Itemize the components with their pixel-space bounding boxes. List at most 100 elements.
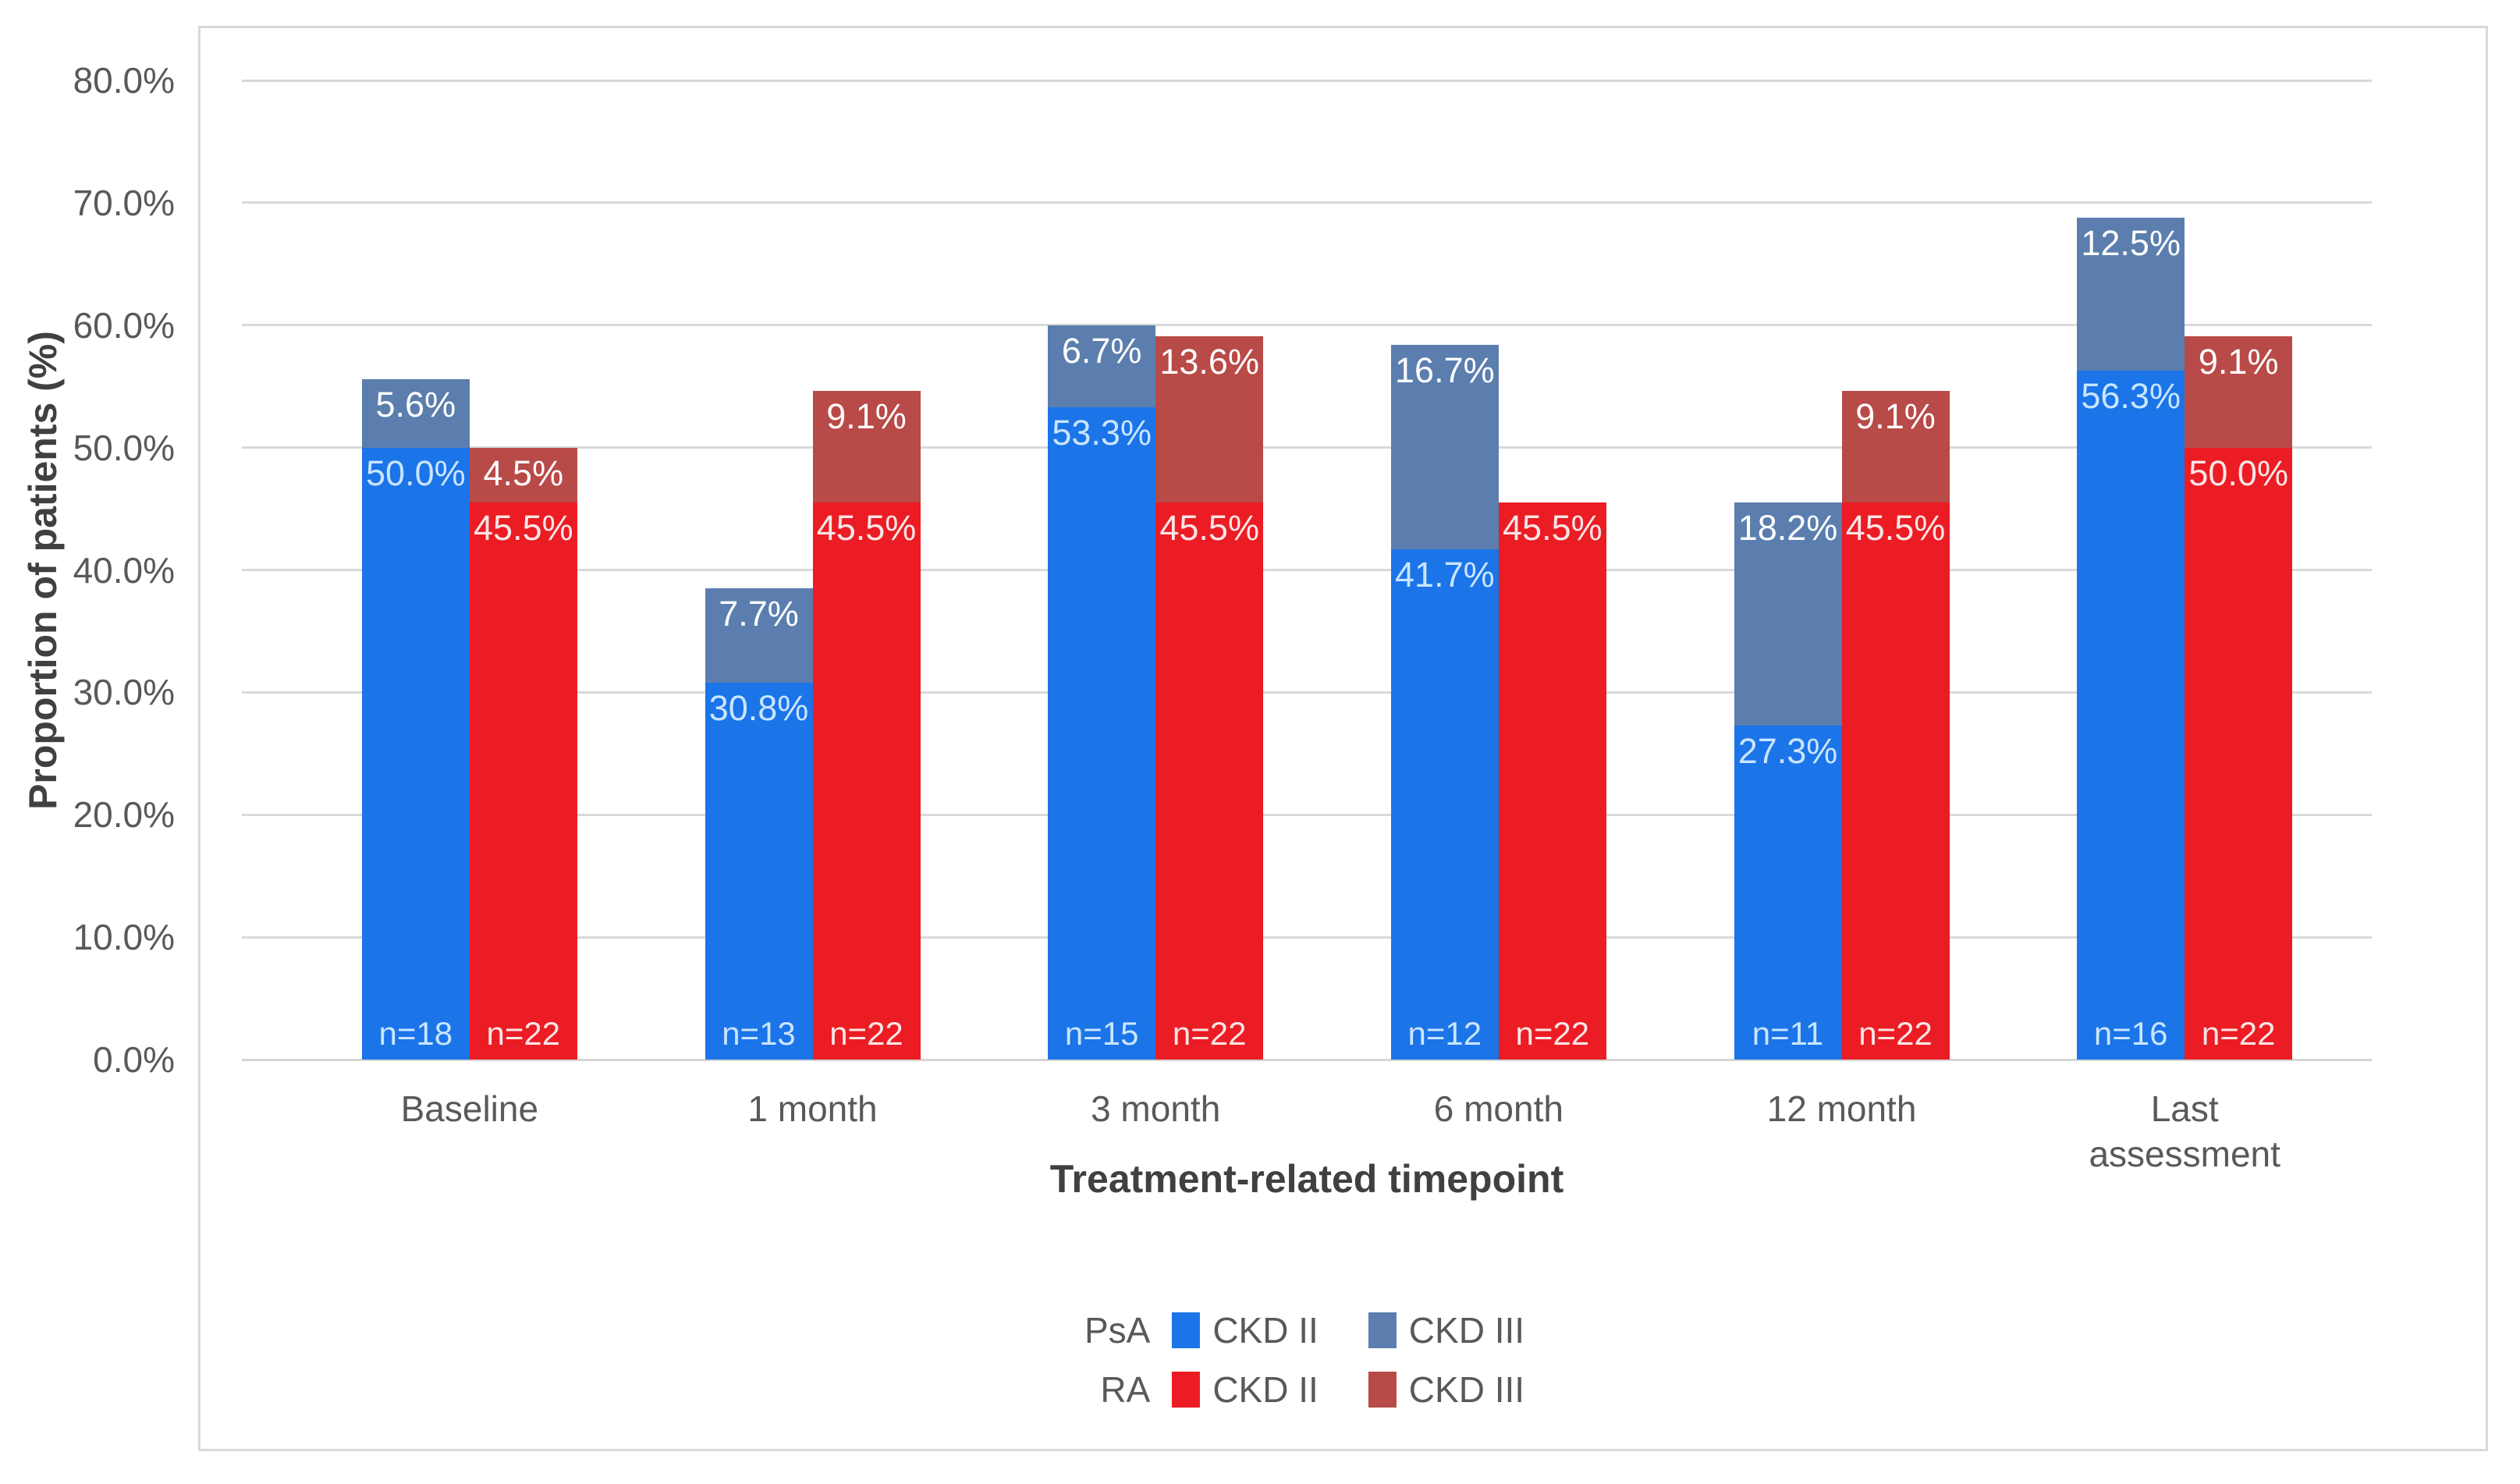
bar-value-label: 9.1% [1855, 396, 1936, 437]
gridline [242, 79, 2372, 82]
n-count-label: n=13 [722, 1015, 796, 1052]
n-count-label: n=22 [486, 1015, 561, 1052]
x-axis-category-labels: Baseline 1 month 3 month 6 month 12 month Las… [298, 1086, 2356, 1177]
bar-value-label: 6.7% [1061, 330, 1142, 371]
n-count-label: n=12 [1407, 1015, 1482, 1052]
gridline [242, 935, 2372, 939]
x-category-label: 3 month [1091, 1088, 1221, 1129]
bar-segment-ra-ckd-ii: 45.5% [1498, 502, 1606, 1060]
y-tick-label: 10.0% [73, 917, 175, 958]
bar-value-label: 45.5% [1845, 508, 1946, 549]
y-tick-label: 70.0% [73, 182, 175, 223]
bar-pair: 30.8% 7.7% n=13 45.5% 9.1% n=22 [705, 391, 921, 1060]
n-count-label: n=11 [1752, 1015, 1824, 1052]
bar-value-label: 16.7% [1395, 350, 1495, 390]
bar-segment-psa-ckd-iii: 6.7% [1048, 325, 1156, 407]
bar-value-label: 12.5% [2081, 222, 2181, 263]
bar-value-label: 30.8% [708, 687, 809, 728]
bar-value-label: 53.3% [1052, 412, 1152, 453]
bar-pair: 53.3% 6.7% n=15 45.5% 13.6% n=22 [1048, 325, 1264, 1060]
n-count-label: n=22 [2201, 1015, 2276, 1052]
n-count-label: n=22 [1858, 1015, 1933, 1052]
n-count-label: n=22 [829, 1015, 903, 1052]
bar-psa: 41.7% 16.7% n=12 [1390, 344, 1499, 1060]
bar-segment-psa-ckd-ii: 50.0% [361, 447, 470, 1060]
category-slot: 56.3% 12.5% n=16 50.0% 9.1% n=22 [2013, 80, 2356, 1060]
x-axis-title: Treatment-related timepoint [1049, 1157, 1564, 1201]
x-category-label: Last assessment [2089, 1088, 2280, 1174]
bar-segment-ra-ckd-iii: 9.1% [2185, 335, 2293, 448]
bar-segment-psa-ckd-iii: 5.6% [361, 378, 470, 448]
bar-segment-ra-ckd-ii: 45.5% [469, 502, 577, 1060]
n-count-label: n=22 [1172, 1015, 1247, 1052]
bar-psa: 27.3% 18.2% n=11 [1734, 502, 1842, 1060]
legend-item-label: CKD III [1408, 1310, 1525, 1351]
legend-swatch-icon [1172, 1372, 1201, 1408]
n-count-label: n=22 [1515, 1015, 1590, 1052]
bar-value-label: 27.3% [1737, 730, 1838, 771]
bar-ra: 45.5% n=22 [1498, 502, 1606, 1060]
n-count-label: n=18 [378, 1015, 453, 1052]
plot-area [242, 79, 2372, 1061]
bar-segment-ra-ckd-ii: 45.5% [1841, 502, 1950, 1060]
bar-ra: 45.5% 9.1% n=22 [812, 391, 921, 1060]
bar-segment-ra-ckd-iii: 13.6% [1155, 335, 1264, 503]
bar-segment-psa-ckd-ii: 53.3% [1048, 407, 1156, 1060]
n-count-label: n=16 [2093, 1015, 2168, 1052]
x-axis-baseline [242, 1058, 2372, 1061]
legend-item-label: CKD II [1212, 1310, 1319, 1351]
category-slot: 41.7% 16.7% n=12 45.5% n=22 [1327, 80, 1670, 1060]
y-tick-label: 30.0% [73, 672, 175, 713]
category-slot: 30.8% 7.7% n=13 45.5% 9.1% n=22 [641, 80, 985, 1060]
bar-segment-ra-ckd-iii: 4.5% [469, 447, 577, 503]
gridline [242, 446, 2372, 449]
bar-value-label: 50.0% [366, 453, 466, 493]
y-tick-label: 20.0% [73, 794, 175, 836]
bar-value-label: 4.5% [483, 453, 564, 493]
bar-pair: 27.3% 18.2% n=11 45.5% 9.1% n=22 [1734, 391, 1950, 1060]
bar-segment-psa-ckd-iii: 7.7% [705, 588, 813, 683]
bar-psa: 50.0% 5.6% n=18 [361, 378, 470, 1060]
bar-value-label: 18.2% [1737, 508, 1838, 549]
bar-value-label: 41.7% [1395, 554, 1495, 595]
category-slot: 50.0% 5.6% n=18 45.5% 4.5% n=22 [298, 80, 641, 1060]
bar-ra: 45.5% 13.6% n=22 [1155, 335, 1264, 1060]
legend-group-label: RA [1100, 1369, 1151, 1410]
y-tick-label: 60.0% [73, 304, 175, 346]
x-category-label: 1 month [747, 1088, 878, 1129]
n-count-label: n=15 [1064, 1015, 1139, 1052]
bar-segment-ra-ckd-ii: 45.5% [812, 502, 921, 1060]
bars-area: 50.0% 5.6% n=18 45.5% 4.5% n=22 30.8% 7.7% n=13 4… [298, 80, 2356, 1060]
legend-group-label: PsA [1084, 1310, 1151, 1351]
bar-segment-ra-ckd-iii: 9.1% [1841, 391, 1950, 503]
bar-value-label: 9.1% [826, 396, 907, 437]
gridline [242, 813, 2372, 816]
gridline [242, 691, 2372, 694]
legend-swatch-icon [1172, 1312, 1201, 1348]
bar-pair: 50.0% 5.6% n=18 45.5% 4.5% n=22 [361, 378, 577, 1060]
x-category-label: 6 month [1433, 1088, 1563, 1129]
bar-ra: 50.0% 9.1% n=22 [2185, 335, 2293, 1060]
bar-value-label: 13.6% [1159, 341, 1259, 382]
bar-value-label: 45.5% [1159, 508, 1259, 549]
bar-ra: 45.5% 4.5% n=22 [469, 447, 577, 1060]
y-tick-label: 0.0% [93, 1039, 175, 1080]
bar-segment-psa-ckd-iii: 16.7% [1390, 344, 1499, 549]
y-tick-label: 80.0% [73, 60, 175, 101]
bar-value-label: 9.1% [2198, 341, 2279, 382]
bar-value-label: 56.3% [2081, 375, 2181, 416]
bar-pair: 41.7% 16.7% n=12 45.5% n=22 [1390, 344, 1606, 1060]
y-tick-label: 50.0% [73, 427, 175, 468]
bar-value-label: 45.5% [816, 508, 917, 549]
bar-segment-psa-ckd-ii: 30.8% [705, 682, 813, 1060]
x-category-label: Baseline [400, 1088, 539, 1129]
legend-item-label: CKD II [1212, 1369, 1319, 1410]
legend-item-label: CKD III [1408, 1369, 1525, 1410]
legend: PsA CKD II CKD III RA CKD II CKD III [1084, 1309, 1524, 1411]
gridline [242, 201, 2372, 204]
category-slot: 53.3% 6.7% n=15 45.5% 13.6% n=22 [984, 80, 1327, 1060]
bar-segment-psa-ckd-ii: 56.3% [2077, 370, 2185, 1060]
bar-psa: 56.3% 12.5% n=16 [2077, 217, 2185, 1060]
gridline [242, 324, 2372, 327]
